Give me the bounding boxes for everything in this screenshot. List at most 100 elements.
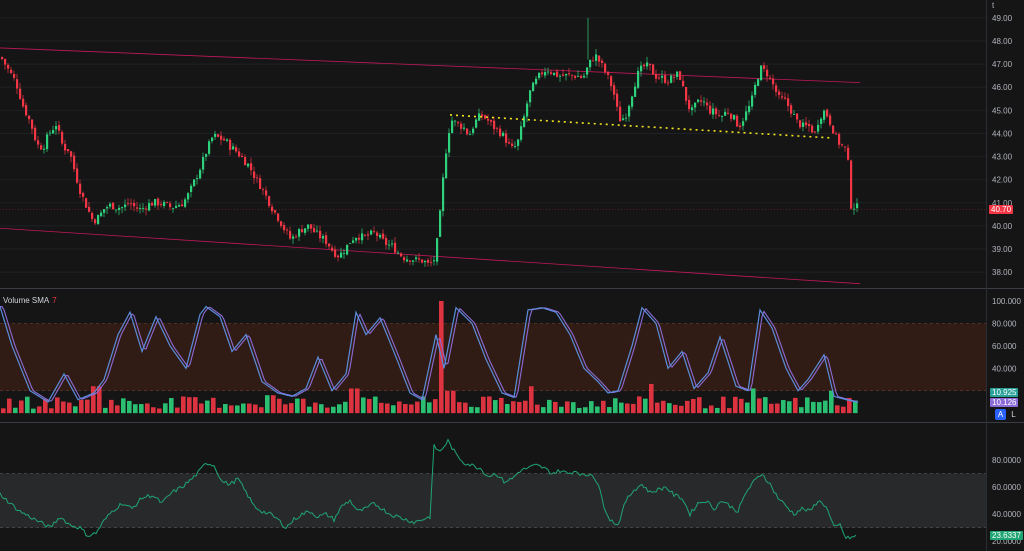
volume-bar <box>445 390 450 414</box>
candle-body <box>88 206 91 212</box>
candle-body <box>316 230 319 232</box>
candle-body <box>850 160 853 209</box>
volume-bar <box>211 397 216 414</box>
volume-bar <box>181 396 186 414</box>
candle-body <box>97 215 100 225</box>
volume-bar <box>103 407 108 414</box>
candle-body <box>343 253 346 254</box>
candle-body <box>574 75 577 78</box>
candle-body <box>229 139 232 150</box>
volume-bar <box>523 400 528 414</box>
volume-bar <box>475 407 480 414</box>
volume-sma-label[interactable]: Volume SMA 7 <box>3 296 57 305</box>
candle-body <box>454 120 457 122</box>
neckline-dotted <box>449 114 834 139</box>
candle-body <box>25 105 28 116</box>
price-axis[interactable]: 49.00 48.00 47.00 46.00 45.00 44.00 43.00 42.00… <box>992 14 1013 277</box>
candle-body <box>49 132 52 134</box>
volume-bar <box>529 386 534 414</box>
volume-bar <box>643 398 648 414</box>
top-marker: t <box>992 1 995 10</box>
candle-body <box>139 208 142 209</box>
candle-body <box>472 128 475 134</box>
volume-bar <box>373 396 378 414</box>
candle-body <box>463 127 466 129</box>
candle-body <box>586 67 589 75</box>
candle-body <box>307 224 310 229</box>
candle-body <box>373 231 376 232</box>
candle-body <box>37 140 40 145</box>
volume-bar <box>391 405 396 414</box>
candle-body <box>94 219 97 224</box>
price-candles <box>1 17 859 267</box>
volume-bar <box>19 400 24 414</box>
candle-body <box>712 108 715 115</box>
candle-body <box>154 199 157 206</box>
candle-body <box>751 95 754 107</box>
candle-body <box>520 126 523 140</box>
candle-body <box>295 236 298 238</box>
volume-bar <box>715 407 720 414</box>
volume-bar <box>385 403 390 414</box>
volume-bar <box>193 397 198 414</box>
candle-body <box>571 74 574 76</box>
candle-body <box>190 185 193 192</box>
candle-body <box>415 257 418 260</box>
candle-body <box>376 232 379 237</box>
candle-body <box>793 114 796 115</box>
candle-body <box>310 224 313 229</box>
volume-bar <box>811 401 816 414</box>
rsi-axis[interactable]: 80.0000 60.0000 40.0000 20.0000 <box>992 456 1021 546</box>
candle-body <box>784 97 787 99</box>
candle-body <box>40 145 43 150</box>
candle-body <box>151 202 154 206</box>
candle-body <box>298 229 301 237</box>
candle-body <box>517 139 520 146</box>
log-scale-button[interactable]: L <box>1011 410 1016 419</box>
candle-body <box>409 260 412 262</box>
neckline <box>0 114 986 210</box>
candle-body <box>70 151 73 157</box>
candle-body <box>490 120 493 122</box>
candle-body <box>160 204 163 206</box>
candle-body <box>283 225 286 231</box>
volume-bar <box>841 406 846 414</box>
oscillator-tick-label: 80.000 <box>992 319 1017 328</box>
candle-body <box>430 262 433 263</box>
candle-body <box>172 208 175 209</box>
candle-body <box>631 96 634 107</box>
candle-body <box>265 190 268 196</box>
candle-body <box>682 80 685 87</box>
volume-bar <box>205 400 210 414</box>
candle-body <box>82 192 85 197</box>
oscillator-fast-badge: 10.925 <box>990 388 1019 397</box>
candle-body <box>553 72 556 75</box>
candle-body <box>676 71 679 78</box>
oscillator-axis[interactable]: 100.000 80.000 60.000 40.000 <box>992 297 1021 373</box>
candle-body <box>43 148 46 150</box>
rsi-tick-label: 20.0000 <box>992 537 1021 546</box>
candle-body <box>841 144 844 146</box>
candle-body <box>805 122 808 126</box>
volume-bar <box>55 397 60 414</box>
candle-body <box>367 234 370 236</box>
volume-bar <box>769 403 774 414</box>
candle-body <box>568 73 571 75</box>
candle-body <box>457 122 460 124</box>
candle-body <box>838 134 841 145</box>
rsi-tick-label: 40.0000 <box>992 510 1021 519</box>
candle-body <box>448 133 451 153</box>
volume-bar <box>823 400 828 414</box>
candle-body <box>640 65 643 72</box>
price-tick-label: 44.00 <box>992 129 1013 138</box>
candle-body <box>577 75 580 77</box>
volume-bar <box>745 402 750 414</box>
candle-body <box>202 157 205 170</box>
auto-scale-button[interactable]: A <box>995 409 1006 420</box>
candle-body <box>541 72 544 75</box>
candle-body <box>514 146 517 147</box>
volume-bar <box>73 406 78 414</box>
volume-bar <box>733 396 738 414</box>
candle-body <box>400 253 403 257</box>
